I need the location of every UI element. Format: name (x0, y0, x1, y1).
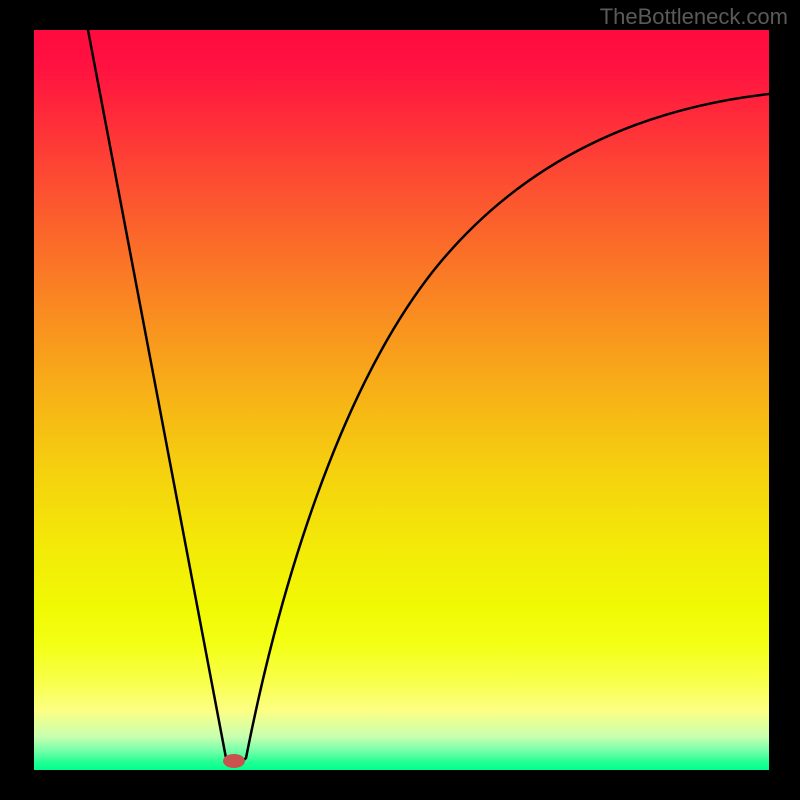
chart-container: TheBottleneck.com (0, 0, 800, 800)
plot-svg (0, 0, 800, 800)
plot-background (34, 30, 769, 770)
trough-marker (223, 754, 245, 768)
watermark-text: TheBottleneck.com (600, 4, 788, 30)
